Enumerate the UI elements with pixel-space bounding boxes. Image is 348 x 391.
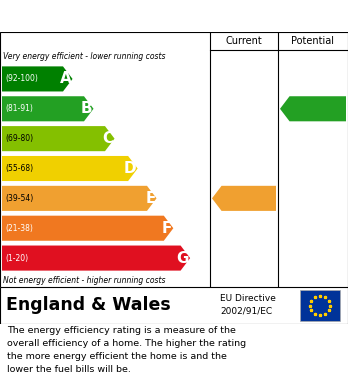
Text: Not energy efficient - higher running costs: Not energy efficient - higher running co… [3,276,166,285]
Bar [300,290,340,321]
Text: (55-68): (55-68) [5,164,33,173]
Polygon shape [2,246,190,271]
Text: C: C [102,131,113,146]
Polygon shape [2,66,72,91]
Polygon shape [2,186,157,211]
Polygon shape [2,216,173,241]
Text: G: G [177,251,189,265]
Text: D: D [124,161,137,176]
Text: Current: Current [226,36,262,46]
Text: Energy Efficiency Rating: Energy Efficiency Rating [9,9,230,23]
Text: (39-54): (39-54) [5,194,33,203]
Text: E: E [145,191,156,206]
Text: 86: 86 [309,102,328,115]
Polygon shape [2,126,114,151]
Text: EU Directive
2002/91/EC: EU Directive 2002/91/EC [220,294,276,315]
Text: (81-91): (81-91) [5,104,33,113]
Polygon shape [212,186,276,211]
Text: (21-38): (21-38) [5,224,33,233]
Text: (92-100): (92-100) [5,74,38,83]
Text: A: A [60,72,72,86]
Text: F: F [162,221,172,236]
Text: 52: 52 [240,192,259,205]
Text: Very energy efficient - lower running costs: Very energy efficient - lower running co… [3,52,166,61]
Polygon shape [280,96,346,121]
Text: The energy efficiency rating is a measure of the
overall efficiency of a home. T: The energy efficiency rating is a measur… [7,326,246,373]
Polygon shape [2,156,137,181]
Text: England & Wales: England & Wales [6,296,171,314]
Text: B: B [81,101,93,116]
Text: (1-20): (1-20) [5,254,28,263]
Text: Potential: Potential [292,36,334,46]
Text: (69-80): (69-80) [5,134,33,143]
Polygon shape [2,96,94,121]
